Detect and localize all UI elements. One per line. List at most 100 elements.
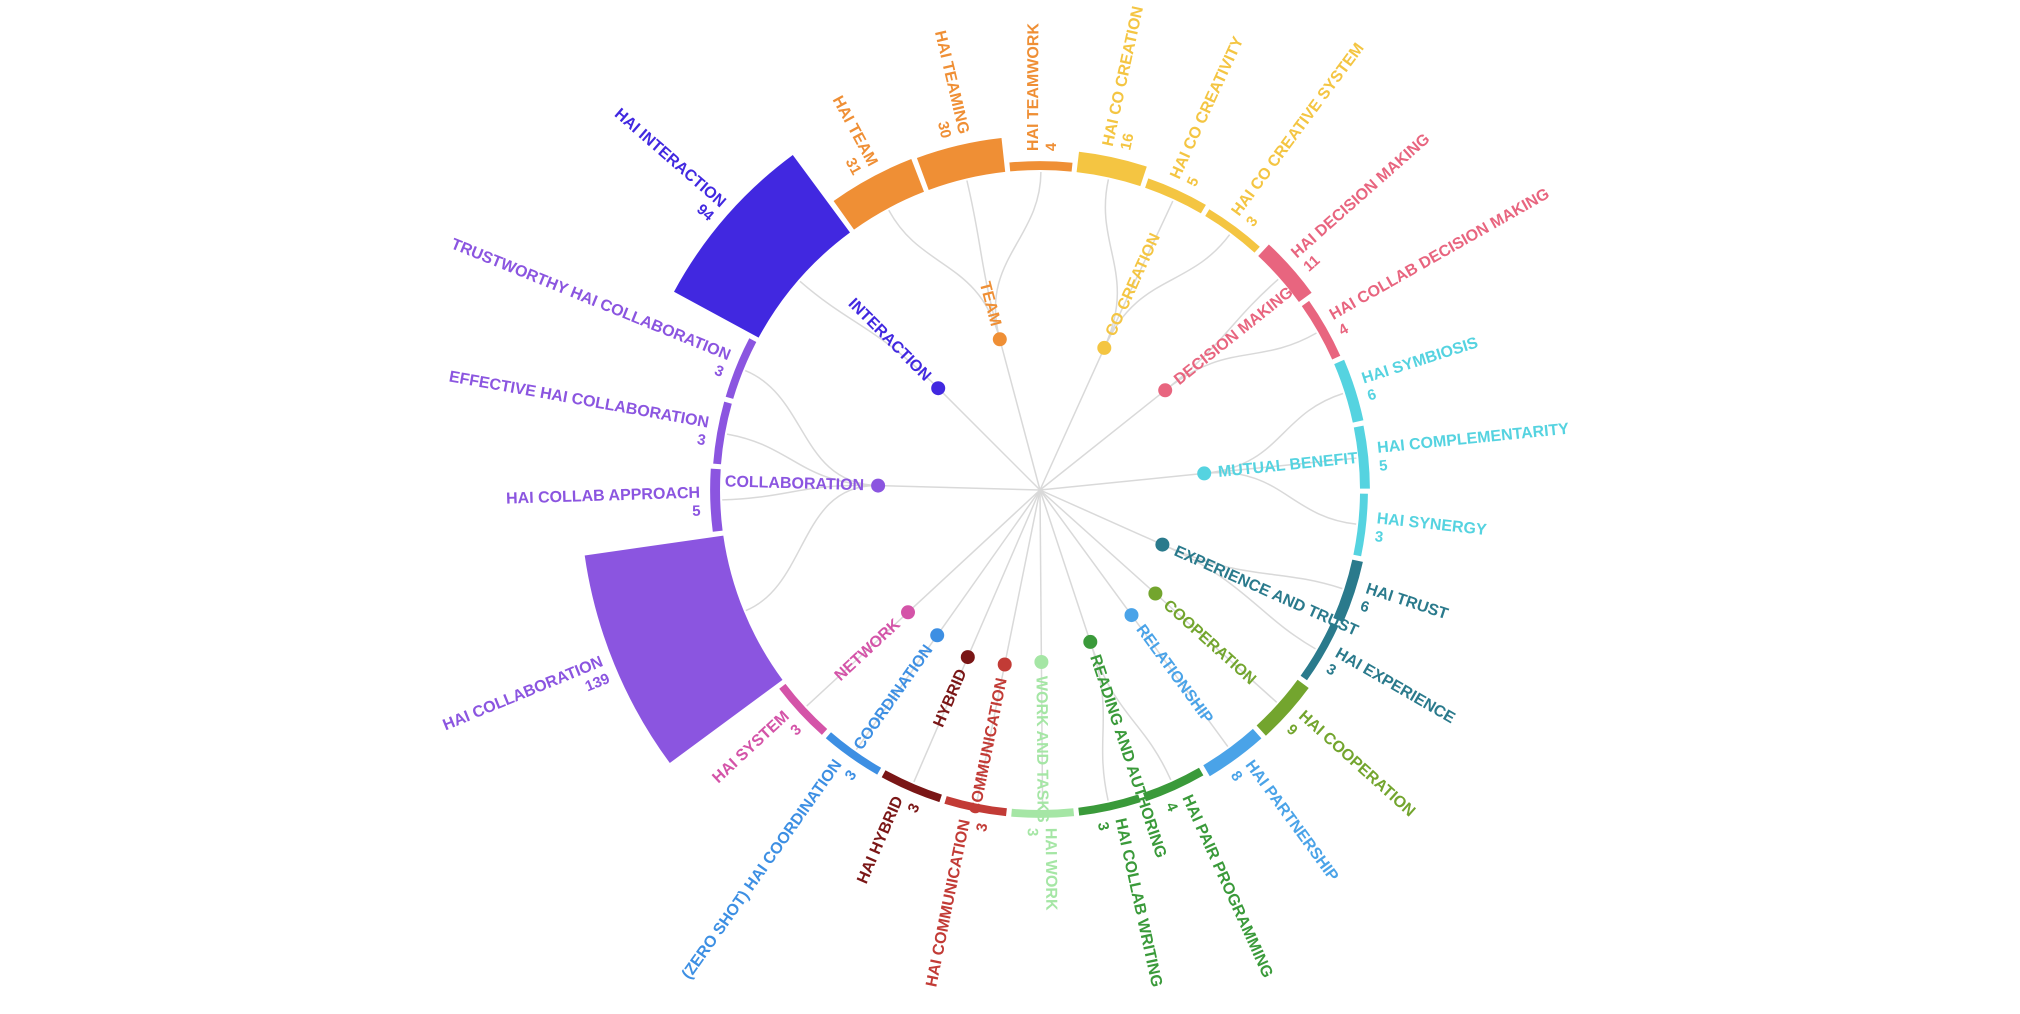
leaf-count-hai-system: 3 [787, 721, 805, 739]
group-node-collaboration [871, 478, 886, 493]
link-hai-teaming [966, 180, 1001, 340]
leaf-label-hai-complementarity: HAI COMPLEMENTARITY [1376, 421, 1570, 457]
leaf-count-hai-experience: 3 [1323, 661, 1339, 680]
leaf-count-hai-collab-decision-making: 4 [1336, 320, 1352, 339]
bar-hai-co-creation [1076, 151, 1147, 187]
bar-hai-communication [944, 796, 1007, 817]
link-root-interaction [937, 387, 1041, 491]
bar-hai-interaction [674, 155, 850, 338]
leaf-count-hai-collab-approach: 5 [692, 503, 701, 520]
link-zero-shot-hai-coordination [855, 634, 938, 751]
link-hai-communication [976, 664, 1006, 802]
link-hai-collaboration [745, 484, 879, 612]
link-hai-collab-decision-making [1164, 332, 1317, 391]
leaf-count-hai-co-creativity: 5 [1184, 174, 1203, 189]
group-node-experience-and-trust [1155, 537, 1170, 552]
group-node-decision-making [1158, 383, 1173, 398]
link-root-relationship [1039, 489, 1133, 616]
group-label-decision-making: DECISION MAKING [1171, 284, 1296, 389]
group-node-coordination [930, 628, 945, 643]
bar-hai-cooperation [1256, 679, 1309, 736]
leaf-count-hai-teaming: 30 [934, 120, 954, 140]
bar-hai-trust [1333, 559, 1363, 623]
link-root-experience-and-trust [1039, 489, 1163, 546]
group-label-network: NETWORK [832, 616, 905, 685]
group-node-co-creation [1097, 340, 1112, 355]
link-hai-decision-making [1164, 278, 1279, 391]
link-root-collaboration [878, 484, 1041, 491]
link-hai-pair-programming [1089, 641, 1172, 781]
leaf-count-hai-collab-writing: 3 [1094, 821, 1112, 833]
group-label-hybrid: HYBRID [931, 667, 971, 730]
bar-hai-collab-writing [1078, 794, 1141, 816]
link-hai-co-creation [1103, 179, 1119, 349]
leaf-count-effective-hai-collaboration: 3 [696, 431, 707, 449]
bar-hai-team [833, 159, 924, 230]
bar-hai-experience [1300, 622, 1339, 681]
link-hai-co-creativity [1103, 200, 1174, 349]
group-node-cooperation [1148, 586, 1163, 601]
group-label-mutual-benefit: MUTUAL BENEFIT [1217, 450, 1358, 481]
leaf-label-hai-hybrid: HAI HYBRID [854, 794, 907, 886]
bar-hai-work [1011, 808, 1075, 818]
group-node-relationship [1124, 608, 1139, 623]
bar-hai-pair-programming [1143, 767, 1204, 802]
link-hai-interaction [799, 280, 939, 389]
link-hai-trust [1162, 543, 1343, 590]
leaf-layer [584, 138, 1370, 818]
leaf-count-hai-hybrid: 3 [905, 801, 924, 815]
leaf-count-hai-partnership: 8 [1227, 768, 1246, 785]
link-hai-system [806, 611, 909, 707]
leaf-count-hai-teamwork: 4 [1043, 142, 1060, 151]
leaf-label-hai-co-creative-system: HAI CO CREATIVE SYSTEM [1229, 40, 1368, 219]
link-root-cooperation [1039, 489, 1156, 595]
bar-hai-teamwork [1009, 161, 1073, 172]
link-root-team [999, 339, 1041, 491]
leaf-label-hai-symbiosis: HAI SYMBIOSIS [1360, 334, 1481, 387]
link-hai-symbiosis [1204, 392, 1344, 475]
link-root-communication [1003, 489, 1041, 665]
group-node-network [901, 605, 915, 620]
leaf-label-hai-partnership: HAI PARTNERSHIP [1242, 757, 1342, 885]
group-label-interaction: INTERACTION [845, 295, 934, 384]
group-label-work-and-tasks: WORK AND TASKS [1033, 676, 1051, 823]
leaf-count-hai-complementarity: 5 [1378, 457, 1388, 475]
link-hai-partnership [1130, 614, 1229, 748]
bar-hai-synergy [1353, 493, 1368, 557]
bar-zero-shot-hai-coordination [825, 732, 882, 775]
leaf-label-hai-collaboration: HAI COLLABORATION [441, 653, 606, 734]
leaf-label-hai-co-creativity: HAI CO CREATIVITY [1167, 34, 1247, 182]
link-hai-team [888, 209, 1001, 340]
group-node-team [992, 332, 1007, 347]
bar-hai-decision-making [1258, 244, 1312, 302]
leaf-label-hai-experience: HAI EXPERIENCE [1332, 645, 1458, 727]
group-node-interaction [931, 381, 946, 396]
link-hai-work [1040, 661, 1044, 809]
group-label-co-creation: CO CREATION [1103, 231, 1164, 339]
leaf-label-hai-interaction: HAI INTERACTION [611, 105, 729, 211]
leaf-count-trustworthy-hai-collaboration: 3 [712, 362, 726, 381]
group-node-communication [997, 657, 1012, 672]
group-label-communication: COMMUNICATION [967, 677, 1011, 816]
bar-hai-teaming [916, 138, 1006, 190]
link-root-work-and-tasks [1039, 489, 1043, 663]
leaf-label-hai-decision-making: HAI DECISION MAKING [1288, 131, 1433, 262]
links-layer [722, 171, 1357, 809]
leaf-count-zero-shot-hai-coordination: 3 [842, 767, 861, 784]
link-root-mutual-benefit [1039, 472, 1205, 491]
bar-hai-co-creativity [1145, 178, 1206, 214]
group-label-collaboration: COLLABORATION [725, 473, 865, 494]
bar-hai-co-creative-system [1205, 209, 1260, 253]
leaf-count-hai-team: 31 [842, 155, 865, 178]
link-hai-collab-writing [1089, 641, 1109, 801]
link-hai-teamwork [994, 171, 1042, 340]
leaf-count-hai-work: 3 [1024, 828, 1041, 836]
leaf-count-hai-cooperation: 9 [1283, 721, 1301, 739]
link-root-reading-and-authoring [1039, 489, 1092, 643]
bar-hai-collab-decision-making [1301, 300, 1341, 360]
link-root-decision-making [1039, 389, 1166, 491]
leaf-label-effective-hai-collaboration: EFFECTIVE HAI COLLABORATION [448, 368, 711, 431]
leaf-label-hai-co-creation: HAI CO CREATION [1100, 5, 1147, 148]
link-trustworthy-hai-collaboration [744, 369, 879, 487]
